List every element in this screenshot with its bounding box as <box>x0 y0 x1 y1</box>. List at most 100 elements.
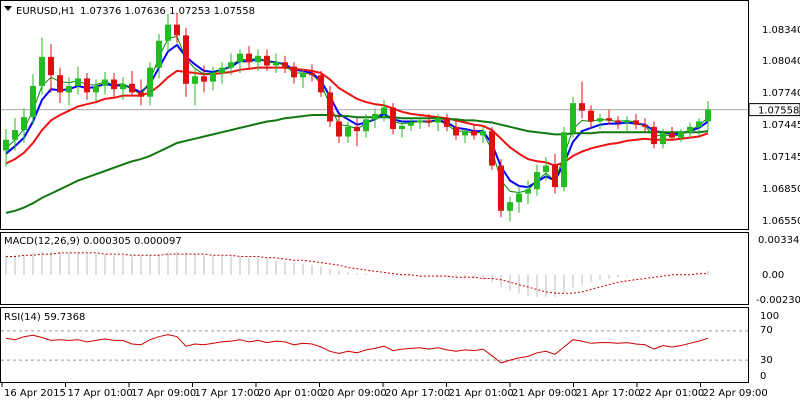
candle-body <box>453 126 459 136</box>
candle-body <box>192 76 198 84</box>
candle-body <box>345 126 351 137</box>
menu-triangle-icon[interactable] <box>4 6 12 11</box>
candle-body <box>624 120 630 123</box>
candle-body <box>57 75 63 93</box>
candle-body <box>651 126 657 145</box>
candle-body <box>705 109 711 122</box>
rsi-line <box>5 334 709 364</box>
candle-body <box>183 35 189 84</box>
candle-body <box>606 118 612 121</box>
current-price-tag <box>748 103 800 117</box>
time-label: 17 Apr 17:00 <box>195 388 260 399</box>
candle-body <box>597 118 603 122</box>
price-tick: 1.07740 <box>762 88 800 99</box>
candle-body <box>480 131 486 136</box>
candle-body <box>201 76 207 82</box>
candle-body <box>174 24 180 36</box>
candle-body <box>354 126 360 132</box>
price-tick: 1.08340 <box>762 25 800 36</box>
price-tick: 1.06550 <box>762 216 800 227</box>
time-label: 21 Apr 09:00 <box>512 388 577 399</box>
candle-body <box>579 103 585 111</box>
time-label: 22 Apr 09:00 <box>703 388 768 399</box>
price-tick: 1.07445 <box>762 120 800 131</box>
time-label: 21 Apr 01:00 <box>449 388 514 399</box>
candle-body <box>678 132 684 138</box>
candle-body <box>489 131 495 166</box>
candle-body <box>84 78 90 93</box>
candle-body <box>660 133 666 145</box>
candle-body <box>48 56 54 76</box>
candle-body <box>462 131 468 136</box>
candle-body <box>534 172 540 190</box>
candle-body <box>399 125 405 129</box>
ohlc-readout: 1.07376 1.07636 1.07253 1.07558 <box>80 6 255 17</box>
time-label: 20 Apr 09:00 <box>322 388 387 399</box>
macd-label: MACD(12,26,9) 0.000305 0.000097 <box>4 236 182 247</box>
candle-body <box>237 53 243 63</box>
candle-body <box>291 66 297 78</box>
candle-body <box>696 121 702 127</box>
macd-pane <box>0 232 749 305</box>
candle-body <box>633 120 639 125</box>
candle-body <box>255 55 261 63</box>
price-tick: 1.07145 <box>762 152 800 163</box>
candle-body <box>507 202 513 211</box>
candle-body <box>102 79 108 86</box>
time-label: 17 Apr 01:00 <box>68 388 133 399</box>
candle-body <box>327 92 333 122</box>
current-price-label: 1.07558 <box>758 106 799 117</box>
rsi-label: RSI(14) 59.7368 <box>4 312 85 323</box>
ma-slow-line <box>5 114 709 214</box>
candle-body <box>138 92 144 97</box>
candle-body <box>417 120 423 123</box>
candle-body <box>615 120 621 123</box>
candle-body <box>111 79 117 90</box>
rsi-tick: 0 <box>760 371 766 382</box>
candle-body <box>669 133 675 138</box>
candle-body <box>498 165 504 211</box>
macd-axis: 0.003347 0.00 -0.002307 <box>756 235 800 306</box>
candle-body <box>390 107 396 129</box>
price-axis: 1.08340 1.08040 1.07740 1.07445 1.07145 … <box>762 25 800 227</box>
candle-body <box>543 165 549 173</box>
rsi-pane <box>0 307 749 383</box>
candle-body <box>588 110 594 122</box>
ma-fast-line <box>5 43 709 189</box>
candle-body <box>318 75 324 93</box>
candle-body <box>30 85 36 118</box>
time-label: 20 Apr 17:00 <box>385 388 450 399</box>
rsi-tick: 30 <box>760 355 773 366</box>
macd-signal-line <box>6 252 708 294</box>
candle-body <box>381 107 387 114</box>
rsi-tick: 100 <box>760 311 779 322</box>
candle-body <box>552 165 558 188</box>
candle-body <box>21 117 27 131</box>
candle-body <box>444 118 450 127</box>
price-tick: 1.06850 <box>762 184 800 195</box>
candle-body <box>93 85 99 93</box>
time-label: 21 Apr 17:00 <box>576 388 641 399</box>
macd-tick: -0.002307 <box>756 295 800 306</box>
chart-marks: 1.07558 <box>1 13 800 364</box>
candle-body <box>129 83 135 93</box>
candle-body <box>264 55 270 66</box>
candle-body <box>372 113 378 120</box>
time-label: 16 Apr 2015 <box>4 388 66 399</box>
time-label: 17 Apr 09:00 <box>131 388 196 399</box>
candle-body <box>282 62 288 67</box>
macd-tick: 0.003347 <box>758 235 800 246</box>
candle-body <box>12 130 18 140</box>
candle-body <box>210 73 216 82</box>
price-tick: 1.08040 <box>762 56 800 67</box>
candle-body <box>561 132 567 188</box>
candle-body <box>228 62 234 68</box>
candle-body <box>363 119 369 132</box>
candle-body <box>75 78 81 86</box>
candle-body <box>3 139 9 151</box>
candle-body <box>408 122 414 126</box>
candle-body <box>426 120 432 123</box>
candle-body <box>570 103 576 133</box>
